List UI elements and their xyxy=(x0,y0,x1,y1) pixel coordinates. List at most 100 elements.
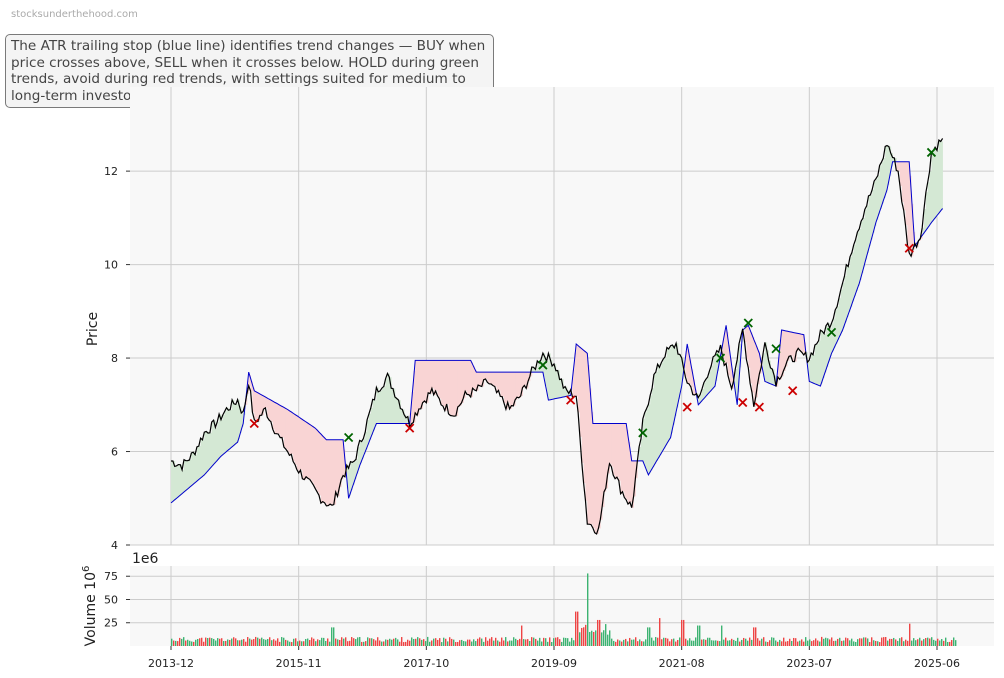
volume-bar xyxy=(459,640,461,646)
volume-bar xyxy=(545,638,547,646)
bear-fill-strip xyxy=(787,331,790,361)
bull-fill-strip xyxy=(405,417,409,424)
bear-fill-strip xyxy=(624,423,627,498)
volume-bar xyxy=(457,641,459,646)
volume-bar xyxy=(359,637,361,646)
volume-bar xyxy=(649,627,651,646)
bull-fill-strip xyxy=(707,377,710,394)
sell-signal-marker xyxy=(904,243,914,253)
bear-fill-strip xyxy=(605,423,609,489)
volume-bar xyxy=(529,641,531,646)
volume-bar xyxy=(385,639,387,646)
volume-bar xyxy=(197,638,199,646)
bear-fill-strip xyxy=(270,400,274,422)
bear-fill-strip xyxy=(516,372,520,398)
bull-fill-strip xyxy=(642,418,646,464)
bull-fill-strip xyxy=(357,446,361,469)
volume-bar xyxy=(661,639,663,646)
volume-bar xyxy=(575,611,577,646)
bear-fill-strip xyxy=(272,401,276,430)
volume-bar xyxy=(323,637,325,646)
volume-bar xyxy=(215,640,217,646)
volume-bar xyxy=(433,638,435,646)
volume-bar xyxy=(413,638,415,646)
bull-fill-strip xyxy=(653,374,657,464)
volume-bar xyxy=(743,637,745,646)
volume-bar xyxy=(411,637,413,646)
bull-fill-strip xyxy=(890,153,893,167)
bull-fill-strip xyxy=(677,354,681,399)
y-tick-label: 8 xyxy=(111,352,118,365)
x-tick-label: 2015-11 xyxy=(276,657,322,670)
volume-bar xyxy=(231,638,233,646)
bull-fill-strip xyxy=(698,397,701,404)
bear-fill-strip xyxy=(898,161,901,172)
bear-fill-strip xyxy=(785,330,788,367)
volume-bar xyxy=(919,637,921,646)
bear-fill-strip xyxy=(479,372,483,386)
volume-bar xyxy=(617,639,619,646)
bull-fill-strip xyxy=(859,228,862,280)
bull-fill-strip xyxy=(924,209,927,232)
volume-bar xyxy=(473,639,475,646)
bull-fill-strip xyxy=(825,325,829,368)
bull-fill-strip xyxy=(665,356,668,446)
volume-bar xyxy=(247,637,249,646)
bear-fill-strip xyxy=(899,161,903,186)
volume-bar xyxy=(307,638,309,646)
bull-fill-strip xyxy=(185,460,189,490)
volume-bar xyxy=(593,631,595,646)
bear-fill-strip xyxy=(790,332,794,356)
volume-bar xyxy=(565,637,567,646)
volume-bar xyxy=(405,641,407,646)
bear-fill-strip xyxy=(335,439,338,493)
volume-bar xyxy=(491,637,493,646)
bull-fill-strip xyxy=(940,141,943,210)
volume-bar xyxy=(597,619,599,646)
volume-tick-label: 50 xyxy=(104,593,118,606)
bear-fill-strip xyxy=(689,359,692,384)
volume-bar xyxy=(901,637,903,646)
x-tick-label: 2017-10 xyxy=(403,657,449,670)
bear-fill-strip xyxy=(422,360,425,403)
volume-bar xyxy=(835,640,837,646)
volume-bar xyxy=(437,639,439,646)
volume-bar xyxy=(923,639,925,646)
bull-fill-strip xyxy=(237,399,240,440)
volume-bar xyxy=(673,638,675,646)
bull-fill-strip xyxy=(178,464,181,496)
volume-tick-label: 25 xyxy=(104,617,118,630)
volume-bar xyxy=(345,637,347,646)
bear-fill-strip xyxy=(498,372,501,391)
volume-bar xyxy=(795,638,797,646)
volume-bar xyxy=(921,640,923,646)
volume-bar xyxy=(891,638,893,646)
bear-fill-strip xyxy=(611,423,614,467)
volume-bar xyxy=(757,638,759,646)
volume-axis-label-exponent: 6 xyxy=(81,566,92,572)
volume-bar xyxy=(477,638,479,646)
volume-bar xyxy=(525,639,527,646)
bull-fill-strip xyxy=(209,432,213,468)
bull-fill-strip xyxy=(663,359,666,449)
volume-bar xyxy=(543,637,545,646)
bear-fill-strip xyxy=(722,340,725,356)
bear-fill-strip xyxy=(300,418,303,471)
price-line xyxy=(171,138,944,535)
volume-bar xyxy=(559,639,561,646)
bear-fill-strip xyxy=(428,360,431,393)
bear-fill-strip xyxy=(492,372,496,386)
volume-bar xyxy=(255,636,257,646)
volume-bar xyxy=(837,638,839,646)
bull-fill-strip xyxy=(681,357,684,380)
volume-bar xyxy=(611,638,613,646)
volume-bar xyxy=(291,642,293,646)
volume-bar xyxy=(539,637,541,646)
bull-fill-strip xyxy=(711,365,714,390)
bull-fill-strip xyxy=(182,469,185,493)
bear-fill-strip xyxy=(307,423,311,479)
volume-bar xyxy=(783,637,785,646)
volume-bar xyxy=(785,641,787,646)
volume-bar xyxy=(897,640,899,646)
bear-fill-strip xyxy=(420,360,424,409)
